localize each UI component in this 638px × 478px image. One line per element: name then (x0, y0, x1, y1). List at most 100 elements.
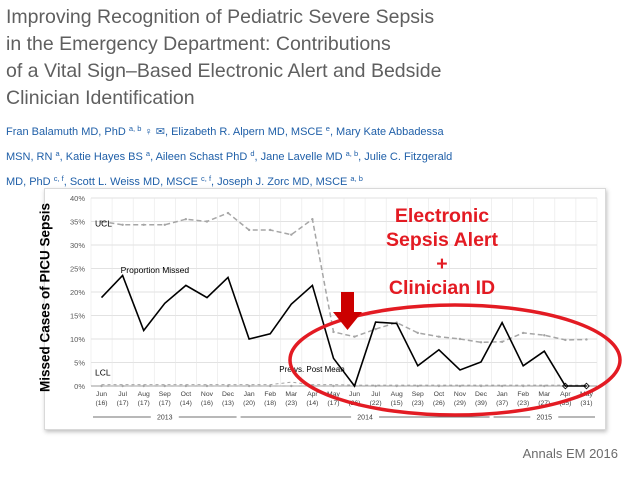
author-line-1: Fran Balamuth MD, PhD a, b ♀ ✉, Elizabet… (6, 118, 636, 143)
x-count-label: (37) (496, 400, 508, 407)
proportion-missed-label: Proportion Missed (121, 265, 190, 275)
lcl-point (100, 384, 103, 388)
x-tick-label: Apr (560, 391, 571, 398)
lcl-point (332, 384, 335, 388)
x-count-label: (23) (517, 400, 529, 407)
x-tick-label: Oct (181, 391, 192, 398)
ucl-point (269, 228, 272, 232)
ucl-line (101, 212, 587, 344)
author-text[interactable]: , Elizabeth R. Alpern MD, MSCE (164, 126, 326, 138)
author-text[interactable]: MSN, RN (6, 151, 56, 163)
x-count-label: (29) (454, 400, 466, 407)
article-title: Improving Recognition of Pediatric Sever… (6, 4, 606, 112)
x-tick-label: Nov (201, 391, 214, 398)
lcl-point (543, 384, 546, 388)
ucl-point (585, 338, 588, 341)
lcl-point (163, 384, 166, 388)
title-line-2: in the Emergency Department: Contributio… (6, 33, 391, 55)
y-tick-label: 30% (70, 241, 85, 250)
alert-annotation: Electronic Sepsis Alert + Clinician ID (352, 204, 532, 300)
x-tick-label: Sep (412, 391, 424, 398)
lcl-point (184, 384, 188, 388)
x-count-label: (35) (559, 400, 571, 407)
person-mail-icons[interactable]: ♀ ✉ (141, 126, 165, 138)
ucl-point (416, 331, 419, 335)
x-count-label: (17) (327, 400, 339, 407)
x-count-label: (18) (264, 400, 276, 407)
ucl-point (290, 233, 293, 236)
x-tick-label: Feb (517, 391, 529, 398)
lcl-point (458, 384, 462, 388)
affiliation-sup: c, f (53, 174, 64, 183)
ucl-point (458, 337, 462, 341)
author-text[interactable]: , Joseph J. Zorc MD, MSCE (211, 176, 351, 188)
lcl-point (290, 384, 293, 388)
author-text[interactable]: , Scott L. Weiss MD, MSCE (63, 176, 202, 188)
affiliation-sup: a, b (350, 174, 363, 183)
author-text[interactable]: , Aileen Schast PhD (150, 151, 251, 163)
x-tick-label: Sep (159, 391, 171, 398)
ucl-point (247, 228, 251, 232)
ucl-point (184, 217, 188, 221)
lcl-point (374, 384, 377, 388)
alert-line-4: Clinician ID (388, 277, 496, 299)
ucl-point (374, 327, 377, 331)
x-tick-label: May (327, 391, 340, 398)
ucl-point (564, 338, 567, 342)
x-tick-label: Dec (475, 391, 488, 398)
year-label: 2013 (157, 415, 173, 422)
x-count-label: (27) (538, 400, 550, 407)
ucl-point (121, 223, 124, 226)
author-text[interactable]: Fran Balamuth MD, PhD (6, 126, 129, 138)
ucl-point (332, 330, 335, 334)
x-count-label: (13) (222, 400, 234, 407)
y-tick-label: 20% (70, 288, 85, 297)
x-tick-label: Jul (118, 391, 127, 398)
x-count-label: (22) (370, 400, 382, 407)
ucl-point (163, 223, 166, 226)
ucl-point (479, 341, 483, 344)
lcl-point (247, 384, 251, 388)
x-count-label: (16) (201, 400, 213, 407)
lcl-point (416, 384, 419, 388)
alert-line-3: + (436, 253, 448, 275)
author-text[interactable]: MD, PhD (6, 176, 54, 188)
x-count-label: (14) (306, 400, 318, 407)
author-text[interactable]: , Katie Hayes BS (59, 151, 146, 163)
author-line-2: MSN, RN a, Katie Hayes BS a, Aileen Scha… (6, 143, 636, 168)
ucl-point (311, 217, 314, 221)
alert-line-2: Sepsis Alert (386, 229, 498, 251)
lcl-point (500, 384, 504, 388)
y-tick-label: 0% (74, 382, 85, 391)
lcl-label: LCL (95, 368, 111, 378)
x-count-label: (15) (391, 400, 403, 407)
x-count-label: (39) (475, 400, 487, 407)
lcl-point (269, 384, 272, 388)
title-line-1: Improving Recognition of Pediatric Sever… (6, 6, 435, 28)
lcl-point (205, 384, 209, 388)
title-line-4: Clinician Identification (6, 87, 195, 109)
x-count-label: (17) (138, 400, 150, 407)
year-label: 2015 (537, 415, 553, 422)
x-tick-label: Feb (264, 391, 276, 398)
x-count-label: (16) (95, 400, 107, 407)
x-tick-label: Nov (454, 391, 467, 398)
citation: Annals EM 2016 (522, 446, 618, 461)
affiliation-sup: a (145, 149, 151, 158)
title-line-3: of a Vital Sign–Based Electronic Alert a… (6, 60, 442, 82)
author-text[interactable]: , Jane Lavelle MD (254, 151, 346, 163)
x-tick-label: Jul (371, 391, 380, 398)
x-tick-label: Mar (285, 391, 297, 398)
x-count-label: (26) (433, 400, 445, 407)
author-text[interactable]: , Mary Kate Abbadessa (329, 126, 444, 138)
y-axis-label: Missed Cases of PICU Sepsis (37, 202, 53, 393)
author-text[interactable]: , Julie C. Fitzgerald (358, 151, 453, 163)
x-count-label: (20) (243, 400, 255, 407)
affiliation-sup: e (325, 124, 330, 133)
x-tick-label: Oct (434, 391, 445, 398)
ucl-point (100, 220, 103, 223)
y-tick-label: 35% (70, 218, 85, 227)
lcl-point (121, 384, 124, 388)
x-tick-label: Aug (391, 391, 403, 398)
y-tick-label: 25% (70, 265, 85, 274)
